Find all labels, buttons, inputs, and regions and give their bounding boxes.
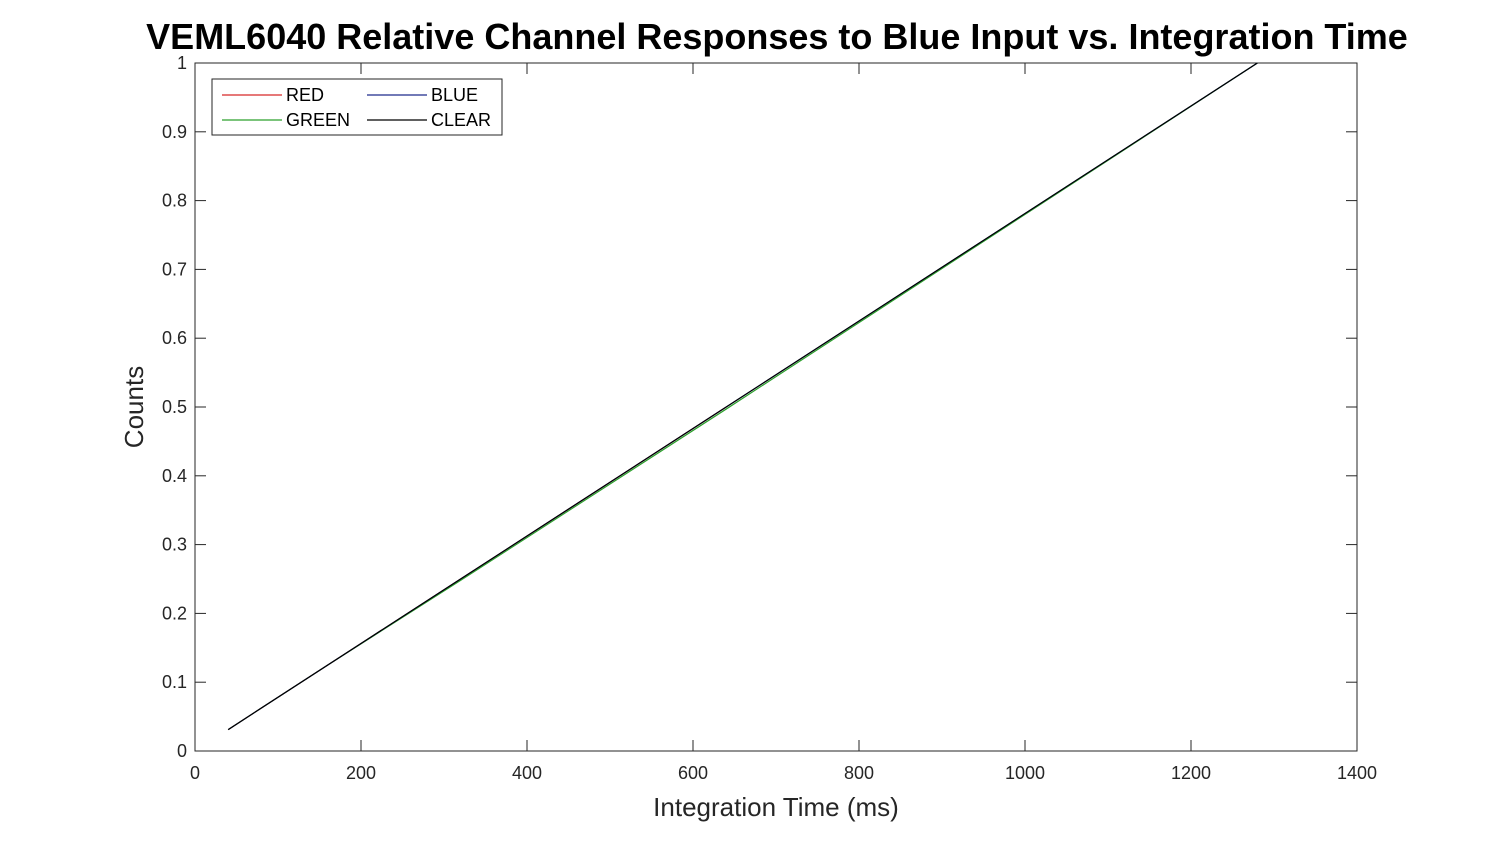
y-tick-label: 0.4: [162, 466, 187, 486]
legend-label-red: RED: [286, 85, 324, 105]
x-tick-label: 600: [678, 763, 708, 783]
y-tick-label: 1: [177, 53, 187, 73]
series-line-clear: [227, 62, 1258, 731]
axis-ticks: 0 200 400 600 800 1000 1200 1400 0 0.1 0.2 0.3 0.4 0.…: [162, 53, 1377, 783]
y-tick-label: 0.5: [162, 397, 187, 417]
legend: RED GREEN BLUE CLEAR: [211, 78, 503, 136]
legend-label-clear: CLEAR: [431, 110, 491, 130]
plot-area: [194, 62, 1358, 752]
y-tick-label: 0.3: [162, 535, 187, 555]
y-tick-label: 0.6: [162, 328, 187, 348]
legend-label-green: GREEN: [286, 110, 350, 130]
legend-box: [211, 78, 503, 136]
y-tick-label: 0.1: [162, 672, 187, 692]
legend-label-blue: BLUE: [431, 85, 478, 105]
x-tick-label: 1000: [1005, 763, 1045, 783]
x-tick-label: 200: [346, 763, 376, 783]
x-axis-label: Integration Time (ms): [653, 792, 899, 822]
y-tick-label: 0.7: [162, 259, 187, 279]
y-tick-label: 0.8: [162, 191, 187, 211]
y-tick-label: 0.2: [162, 603, 187, 623]
y-tick-label: 0: [177, 741, 187, 761]
x-tick-label: 1400: [1337, 763, 1377, 783]
y-axis-label: Counts: [119, 366, 149, 448]
x-tick-label: 800: [844, 763, 874, 783]
series-lines: [227, 62, 1258, 731]
x-tick-label: 1200: [1171, 763, 1211, 783]
chart-title: VEML6040 Relative Channel Responses to B…: [146, 16, 1408, 57]
y-tick-label: 0.9: [162, 122, 187, 142]
x-tick-label: 400: [512, 763, 542, 783]
x-tick-label: 0: [190, 763, 200, 783]
